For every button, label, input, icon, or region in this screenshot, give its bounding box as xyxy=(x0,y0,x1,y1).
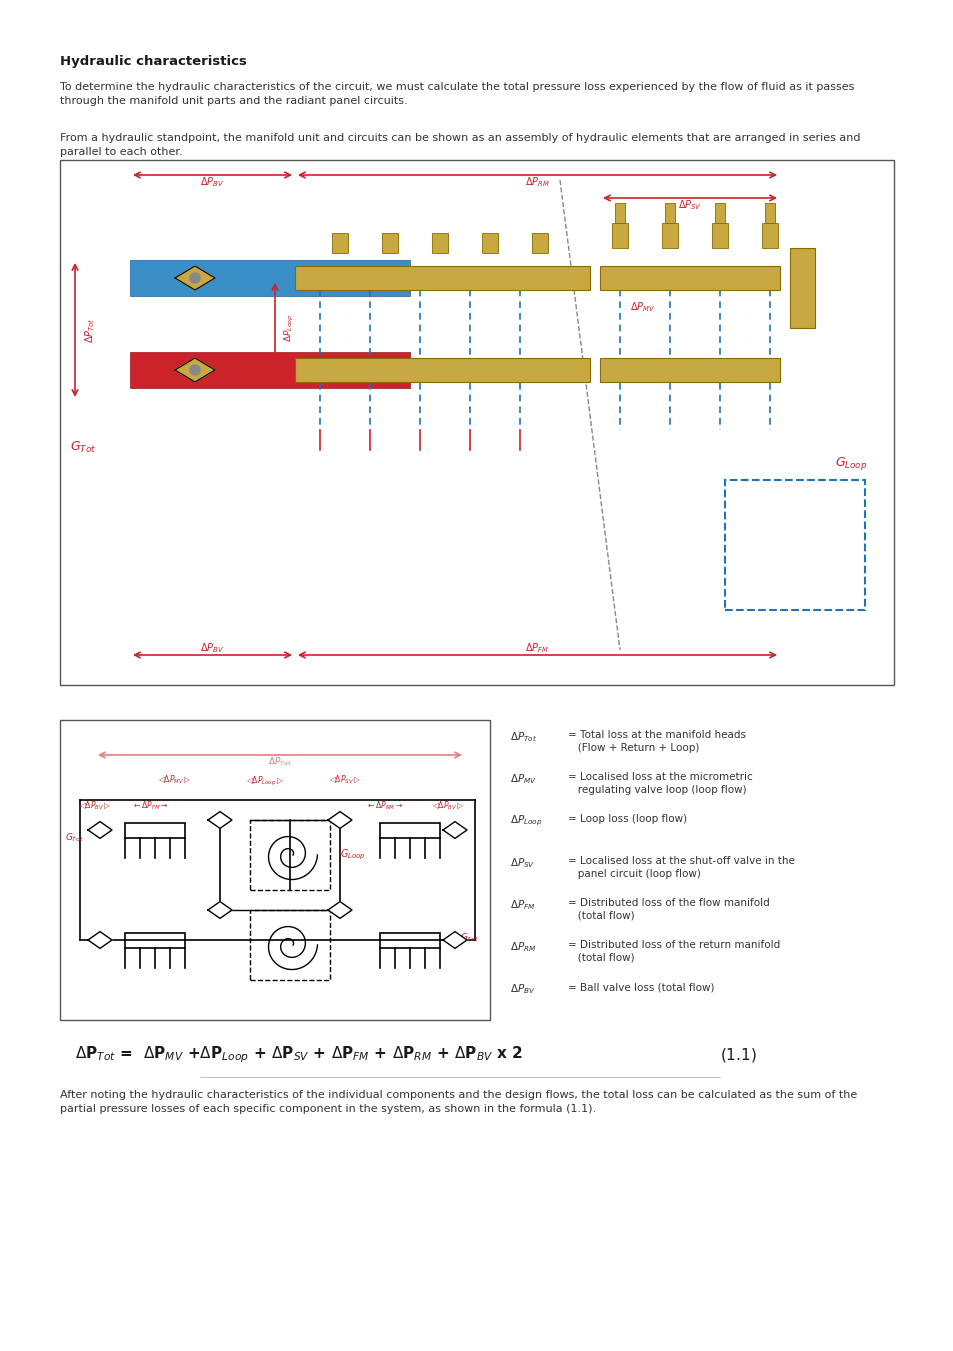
Circle shape xyxy=(190,365,200,376)
Text: $\Delta P_{BV}$: $\Delta P_{BV}$ xyxy=(200,642,224,655)
Bar xyxy=(381,232,397,253)
Bar xyxy=(294,266,589,290)
Text: To determine the hydraulic characteristics of the circuit, we must calculate the: To determine the hydraulic characteristi… xyxy=(60,82,854,105)
Bar xyxy=(60,159,893,685)
Polygon shape xyxy=(328,901,352,919)
Bar xyxy=(664,203,675,223)
Bar xyxy=(761,223,778,249)
Text: $\triangleleft\Delta P_{BV}\triangleright$: $\triangleleft\Delta P_{BV}\trianglerigh… xyxy=(79,798,112,812)
Text: $G_{Tot}$: $G_{Tot}$ xyxy=(70,440,96,455)
Bar xyxy=(661,223,678,249)
Polygon shape xyxy=(442,932,467,948)
Text: $\Delta P_{RM}$: $\Delta P_{RM}$ xyxy=(510,940,536,954)
Bar xyxy=(724,480,864,611)
Text: $\Delta P_{FM}$: $\Delta P_{FM}$ xyxy=(525,642,549,655)
Polygon shape xyxy=(174,358,214,382)
Bar xyxy=(379,823,439,838)
Text: $\Delta P_{Tot}$: $\Delta P_{Tot}$ xyxy=(268,755,292,769)
Bar xyxy=(789,249,814,328)
Bar xyxy=(764,203,774,223)
Text: = Total loss at the manifold heads
   (Flow + Return + Loop): = Total loss at the manifold heads (Flow… xyxy=(567,730,745,753)
Text: $\Delta P_{BV}$: $\Delta P_{BV}$ xyxy=(510,982,536,996)
Bar xyxy=(481,232,497,253)
Text: = Localised loss at the shut-off valve in the
   panel circuit (loop flow): = Localised loss at the shut-off valve i… xyxy=(567,857,794,878)
Text: $\triangleleft\Delta P_{MV}\triangleright$: $\triangleleft\Delta P_{MV}\trianglerigh… xyxy=(158,774,192,786)
Text: $\Delta P_{Tot}$: $\Delta P_{Tot}$ xyxy=(510,730,537,744)
Text: $(1.1)$: $(1.1)$ xyxy=(720,1046,756,1065)
Bar xyxy=(599,266,780,290)
Text: $\Delta\mathbf{P}_{Tot}$ =  $\Delta\mathbf{P}_{MV}$ +$\Delta\mathbf{P}_{Loop}$ +: $\Delta\mathbf{P}_{Tot}$ = $\Delta\mathb… xyxy=(74,1044,522,1066)
Bar xyxy=(711,223,727,249)
Text: $\leftarrow\Delta P_{FM}\rightarrow$: $\leftarrow\Delta P_{FM}\rightarrow$ xyxy=(132,798,168,812)
Text: = Ball valve loss (total flow): = Ball valve loss (total flow) xyxy=(567,982,714,992)
Polygon shape xyxy=(88,821,112,839)
Text: $\Delta P_{BV}$: $\Delta P_{BV}$ xyxy=(200,176,224,189)
Polygon shape xyxy=(208,812,232,828)
Bar xyxy=(612,223,627,249)
Bar xyxy=(532,232,547,253)
Text: After noting the hydraulic characteristics of the individual components and the : After noting the hydraulic characteristi… xyxy=(60,1090,857,1115)
Text: $\triangleleft\Delta P_{SV}\triangleright$: $\triangleleft\Delta P_{SV}\trianglerigh… xyxy=(329,774,361,786)
Bar xyxy=(332,232,348,253)
Bar xyxy=(125,932,185,947)
Bar xyxy=(599,358,780,382)
Text: $\Delta P_{RM}$: $\Delta P_{RM}$ xyxy=(524,176,549,189)
Text: $\Delta P_{FM}$: $\Delta P_{FM}$ xyxy=(510,898,535,912)
Bar xyxy=(130,353,410,388)
Polygon shape xyxy=(208,901,232,919)
Text: $\Delta P_{SV}$: $\Delta P_{SV}$ xyxy=(510,857,535,870)
Text: $\Delta P_{SV}$: $\Delta P_{SV}$ xyxy=(678,199,701,212)
Polygon shape xyxy=(174,266,214,290)
Text: $\Delta P_{MV}$: $\Delta P_{MV}$ xyxy=(629,300,655,313)
Text: $\leftarrow\Delta P_{RM}\rightarrow$: $\leftarrow\Delta P_{RM}\rightarrow$ xyxy=(366,798,403,812)
Circle shape xyxy=(190,273,200,282)
Polygon shape xyxy=(88,932,112,948)
Bar xyxy=(714,203,724,223)
Bar xyxy=(250,911,330,979)
Text: $\Delta P_{Tot}$: $\Delta P_{Tot}$ xyxy=(83,317,96,343)
Polygon shape xyxy=(442,821,467,839)
Bar xyxy=(130,259,410,296)
Text: $\Delta P_{Loop}$: $\Delta P_{Loop}$ xyxy=(510,815,542,828)
Bar xyxy=(250,820,330,890)
Text: Hydraulic characteristics: Hydraulic characteristics xyxy=(60,55,247,68)
Text: $\Delta P_{MV}$: $\Delta P_{MV}$ xyxy=(510,771,537,786)
Text: $G_{Tot}$: $G_{Tot}$ xyxy=(65,831,84,843)
Text: $G_{Loop}$: $G_{Loop}$ xyxy=(339,847,365,862)
Bar xyxy=(379,932,439,947)
Bar xyxy=(432,232,448,253)
Text: = Localised loss at the micrometric
   regulating valve loop (loop flow): = Localised loss at the micrometric regu… xyxy=(567,771,752,794)
Bar xyxy=(60,720,490,1020)
Bar xyxy=(294,358,589,382)
Text: $\triangleleft\Delta P_{BV}\triangleright$: $\triangleleft\Delta P_{BV}\trianglerigh… xyxy=(432,798,464,812)
Text: = Distributed loss of the return manifold
   (total flow): = Distributed loss of the return manifol… xyxy=(567,940,780,963)
Text: $G_{Loop}$: $G_{Loop}$ xyxy=(834,455,866,471)
Text: From a hydraulic standpoint, the manifold unit and circuits can be shown as an a: From a hydraulic standpoint, the manifol… xyxy=(60,132,860,157)
Text: $G_{Tot}$: $G_{Tot}$ xyxy=(459,931,478,943)
Bar xyxy=(125,823,185,838)
Text: = Distributed loss of the flow manifold
   (total flow): = Distributed loss of the flow manifold … xyxy=(567,898,769,921)
Text: $\triangleleft\Delta P_{Loop}\triangleright$: $\triangleleft\Delta P_{Loop}\triangleri… xyxy=(246,774,284,788)
Polygon shape xyxy=(328,812,352,828)
Text: $\Delta P_{Loop}$: $\Delta P_{Loop}$ xyxy=(283,313,295,342)
Bar xyxy=(615,203,624,223)
Text: = Loop loss (loop flow): = Loop loss (loop flow) xyxy=(567,815,686,824)
